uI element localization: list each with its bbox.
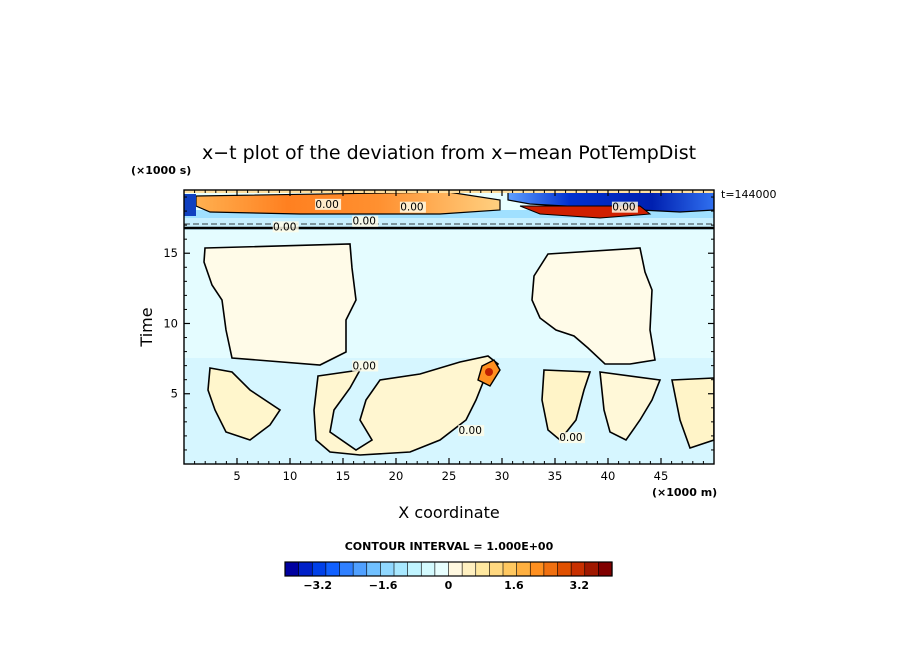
colorbar-cell [502, 561, 518, 577]
colorbar-cell [461, 561, 477, 577]
x-tick-label: 30 [495, 469, 510, 483]
colorbar-cell [434, 561, 450, 577]
right-warm-region [531, 247, 656, 365]
colorbar-frame [284, 561, 613, 577]
colorbar-cell [557, 561, 572, 577]
colorbar-cell [339, 561, 354, 577]
x-tick-label: 45 [654, 469, 669, 483]
contour-label-bg [315, 198, 342, 210]
colorbar [284, 561, 613, 577]
contour-label-bg [558, 432, 585, 444]
colorbar-tick-label: 1.6 [504, 579, 524, 592]
left-warm-region [203, 243, 357, 366]
contour-label: 0.00 [612, 202, 635, 214]
y-axis-label: Time [137, 307, 156, 347]
colorbar-tick-label: 0 [445, 579, 453, 592]
time-label: t=144000 [721, 188, 777, 201]
colorbar-cell [475, 561, 490, 577]
plot-field [184, 190, 714, 464]
colorbar-cell [284, 561, 300, 577]
colorbar-cell [584, 561, 599, 577]
contour-label: 0.00 [353, 216, 376, 228]
colorbar-ticks: −3.2 −1.6 0 1.6 3.2 [303, 579, 589, 592]
contour-label: 0.00 [400, 202, 423, 214]
x-tick-label: 10 [283, 469, 298, 483]
contour-label: 0.00 [559, 432, 582, 444]
colorbar-tick-label: −1.6 [369, 579, 398, 592]
x-unit-label: (×1000 m) [652, 486, 717, 499]
x-axis-label: X coordinate [398, 503, 499, 522]
colorbar-cell [420, 561, 436, 577]
x-tick-label: 40 [601, 469, 616, 483]
contour-interval-label: CONTOUR INTERVAL = 1.000E+00 [345, 540, 554, 553]
contour-label: 0.00 [273, 221, 296, 233]
colorbar-cell [407, 561, 422, 577]
contour-label: 0.00 [353, 360, 376, 372]
colorbar-cell [570, 561, 586, 577]
colorbar-cell [598, 561, 613, 577]
x-axis: 5 10 15 20 25 30 35 40 45 [194, 190, 704, 483]
y-tick-label: 15 [163, 246, 178, 260]
contour-label-bg [352, 360, 379, 372]
colorbar-tick-label: 3.2 [570, 579, 590, 592]
colorbar-tick-label: −3.2 [303, 579, 332, 592]
colorbar-cell [366, 561, 381, 577]
colorbar-cell [529, 561, 545, 577]
colorbar-cell [489, 561, 504, 577]
x-tick-label: 35 [548, 469, 563, 483]
contour-label-bg [352, 215, 379, 227]
x-tick-label: 25 [442, 469, 457, 483]
colorbar-cell [393, 561, 409, 577]
colorbar-cell [325, 561, 341, 577]
contour-label: 0.00 [315, 199, 338, 211]
contour-label-bg [458, 425, 485, 437]
colorbar-cell [516, 561, 531, 577]
x-tick-label: 20 [389, 469, 404, 483]
colorbar-cell [380, 561, 395, 577]
y-axis: 5 10 15 [163, 196, 714, 451]
contour-label-bg [399, 201, 426, 213]
y-tick-label: 5 [171, 387, 178, 401]
colorbar-cell [543, 561, 559, 577]
colorbar-cell [448, 561, 463, 577]
contour-label-bg [611, 201, 638, 213]
contour-labels: 0.00 0.00 0.00 0.00 0.00 0.00 0.00 0.00 [272, 198, 638, 444]
colorbar-cell [311, 561, 327, 577]
chart-title: x−t plot of the deviation from x−mean Po… [202, 142, 696, 164]
contour-label-bg [272, 221, 299, 233]
x-tick-label: 5 [233, 469, 240, 483]
colorbar-cell [352, 561, 368, 577]
warm-top-band [195, 191, 501, 215]
y-tick-label: 10 [163, 316, 178, 330]
y-unit-label: (×1000 s) [131, 164, 191, 177]
x-tick-label: 15 [336, 469, 351, 483]
contour-label: 0.00 [459, 425, 482, 437]
colorbar-cell [298, 561, 313, 577]
